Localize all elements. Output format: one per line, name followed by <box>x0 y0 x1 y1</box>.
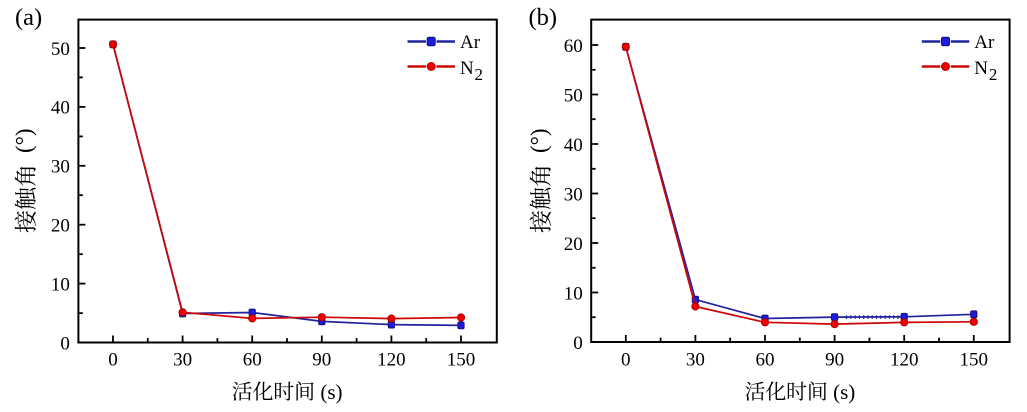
svg-text:40: 40 <box>564 135 583 156</box>
svg-text:(°): (°) <box>12 128 37 153</box>
svg-text:30: 30 <box>686 350 705 371</box>
svg-text:0: 0 <box>621 350 631 371</box>
svg-text:30: 30 <box>564 184 583 205</box>
svg-text:10: 10 <box>564 283 583 304</box>
svg-text:(s): (s) <box>833 380 855 404</box>
svg-text:120: 120 <box>377 350 406 371</box>
svg-text:90: 90 <box>312 350 331 371</box>
svg-text:0: 0 <box>108 350 118 371</box>
svg-text:60: 60 <box>564 36 583 57</box>
svg-text:60: 60 <box>243 350 262 371</box>
svg-text:0: 0 <box>60 333 70 354</box>
svg-text:30: 30 <box>51 157 70 178</box>
svg-text:30: 30 <box>173 350 192 371</box>
svg-text:50: 50 <box>564 85 583 106</box>
svg-text:20: 20 <box>564 234 583 255</box>
svg-text:Ar: Ar <box>460 32 481 53</box>
svg-text:N2: N2 <box>974 58 997 84</box>
svg-text:150: 150 <box>447 350 476 371</box>
svg-text:(°): (°) <box>527 128 552 153</box>
svg-text:50: 50 <box>51 39 70 60</box>
svg-text:60: 60 <box>756 350 775 371</box>
svg-text:Ar: Ar <box>974 32 995 53</box>
svg-text:150: 150 <box>960 350 989 371</box>
svg-text:10: 10 <box>51 274 70 295</box>
svg-text:N2: N2 <box>460 58 483 84</box>
svg-text:(b): (b) <box>529 4 558 31</box>
svg-text:(s): (s) <box>320 380 342 404</box>
svg-text:120: 120 <box>890 350 919 371</box>
svg-text:90: 90 <box>825 350 844 371</box>
svg-text:0: 0 <box>573 333 583 354</box>
svg-text:20: 20 <box>51 216 70 237</box>
svg-text:(a): (a) <box>15 4 42 31</box>
svg-text:40: 40 <box>51 98 70 119</box>
